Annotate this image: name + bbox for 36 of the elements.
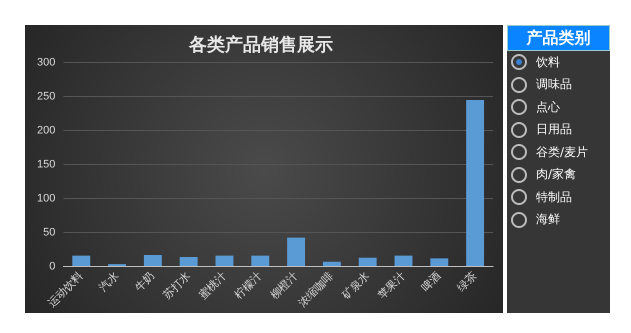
text: 点心 bbox=[536, 98, 560, 116]
y-tick-label: 150 bbox=[36, 158, 56, 171]
text: 肉/家禽 bbox=[536, 166, 576, 184]
text: 海鲜 bbox=[536, 211, 560, 228]
x-tick-label: 绿茶 bbox=[454, 269, 480, 294]
text: 日用品 bbox=[536, 121, 572, 138]
bar bbox=[287, 238, 306, 266]
y-tick-label: 50 bbox=[43, 226, 56, 239]
x-tick-label: 矿泉水 bbox=[338, 269, 372, 303]
bar bbox=[430, 258, 448, 266]
bar bbox=[72, 256, 90, 266]
text: 产品类别 bbox=[507, 25, 610, 51]
y-tick-label: 300 bbox=[36, 56, 56, 69]
text: 调味品 bbox=[536, 76, 572, 94]
bar bbox=[180, 257, 198, 266]
x-tick-label: 啤酒 bbox=[418, 269, 444, 294]
bar bbox=[322, 262, 341, 266]
y-tick-label: 200 bbox=[36, 124, 56, 137]
bar bbox=[358, 258, 377, 266]
x-tick-label: 苏打水 bbox=[160, 269, 193, 302]
bar bbox=[394, 256, 412, 266]
bar bbox=[251, 256, 270, 266]
y-tick-label: 100 bbox=[36, 192, 56, 205]
x-tick-label: 蜜桃汁 bbox=[196, 269, 229, 302]
x-tick-label: 牛奶 bbox=[132, 269, 158, 294]
bar bbox=[216, 256, 234, 266]
x-tick-label: 柠檬汁 bbox=[232, 269, 265, 302]
text: 饮料 bbox=[536, 54, 560, 71]
x-tick-label: 苹果汁 bbox=[375, 269, 408, 302]
bar bbox=[466, 100, 484, 266]
x-tick-label: 汽水 bbox=[96, 269, 122, 294]
bar bbox=[144, 254, 162, 266]
y-tick-label: 250 bbox=[36, 90, 56, 103]
chart-title: 各类产品销售展示 bbox=[188, 34, 333, 56]
text: 谷类/麦片 bbox=[536, 144, 588, 161]
text: 特制品 bbox=[536, 188, 572, 206]
